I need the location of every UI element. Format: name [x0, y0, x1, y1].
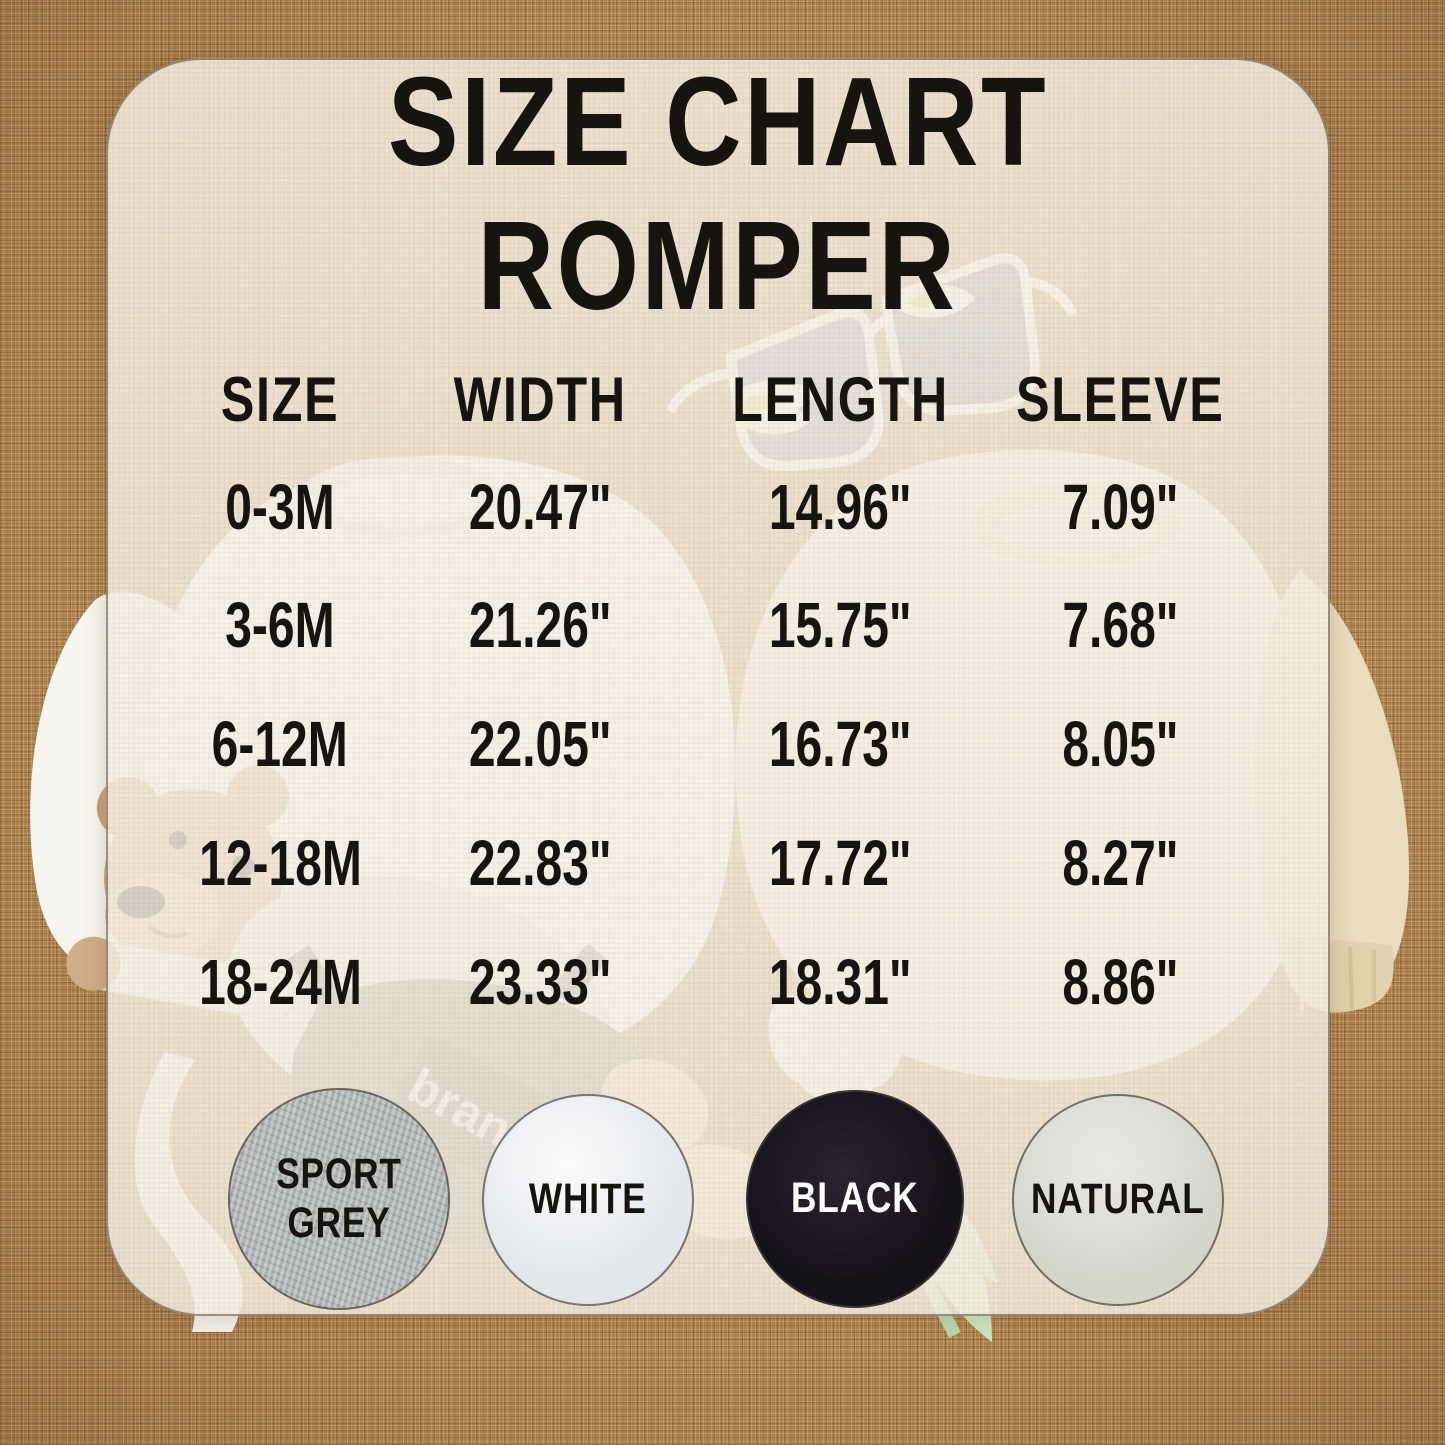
size-cell: 12-18M [198, 827, 362, 899]
length-cell: 16.73" [768, 708, 912, 780]
color-swatch-sport-grey: SPORT GREY [228, 1088, 450, 1310]
sleeve-cell: 8.27" [1061, 827, 1179, 899]
table-row: 12-18M 22.83" 17.72" 8.27" [0, 821, 1445, 905]
color-swatch-white: WHITE [482, 1094, 694, 1306]
size-cell: 18-24M [198, 946, 362, 1018]
swatch-label: BLACK [791, 1174, 919, 1223]
length-cell: 14.96" [768, 471, 912, 543]
width-cell: 22.83" [468, 827, 612, 899]
title-line-2: ROMPER [478, 195, 958, 336]
sleeve-cell: 7.68" [1061, 589, 1179, 661]
width-cell: 22.05" [468, 708, 612, 780]
table-header-row: SIZE WIDTH LENGTH SLEEVE [0, 358, 1445, 442]
column-header-size: SIZE [220, 365, 340, 435]
length-cell: 15.75" [768, 589, 912, 661]
width-cell: 20.47" [468, 471, 612, 543]
swatch-label: NATURAL [1031, 1175, 1205, 1224]
color-swatch-black: BLACK [746, 1090, 964, 1308]
column-header-length: LENGTH [731, 365, 949, 435]
table-row: 0-3M 20.47" 14.96" 7.09" [0, 465, 1445, 549]
width-cell: 21.26" [468, 589, 612, 661]
size-cell: 6-12M [211, 708, 349, 780]
title-line-1: SIZE CHART [387, 51, 1049, 192]
column-header-width: WIDTH [453, 365, 627, 435]
table-row: 3-6M 21.26" 15.75" 7.68" [0, 583, 1445, 667]
length-cell: 18.31" [768, 946, 912, 1018]
column-header-sleeve: SLEEVE [1015, 365, 1225, 435]
table-row: 6-12M 22.05" 16.73" 8.05" [0, 702, 1445, 786]
size-cell: 3-6M [225, 589, 335, 661]
sleeve-cell: 7.09" [1061, 471, 1179, 543]
table-row: 18-24M 23.33" 18.31" 8.86" [0, 940, 1445, 1024]
swatch-label: SPORT GREY [276, 1149, 402, 1247]
size-cell: 0-3M [225, 471, 335, 543]
sleeve-cell: 8.86" [1061, 946, 1179, 1018]
page-title: SIZE CHART ROMPER [106, 50, 1330, 338]
width-cell: 23.33" [468, 946, 612, 1018]
swatch-label: WHITE [529, 1175, 647, 1224]
length-cell: 17.72" [768, 827, 912, 899]
sleeve-cell: 8.05" [1061, 708, 1179, 780]
color-swatch-natural: NATURAL [1012, 1094, 1224, 1306]
